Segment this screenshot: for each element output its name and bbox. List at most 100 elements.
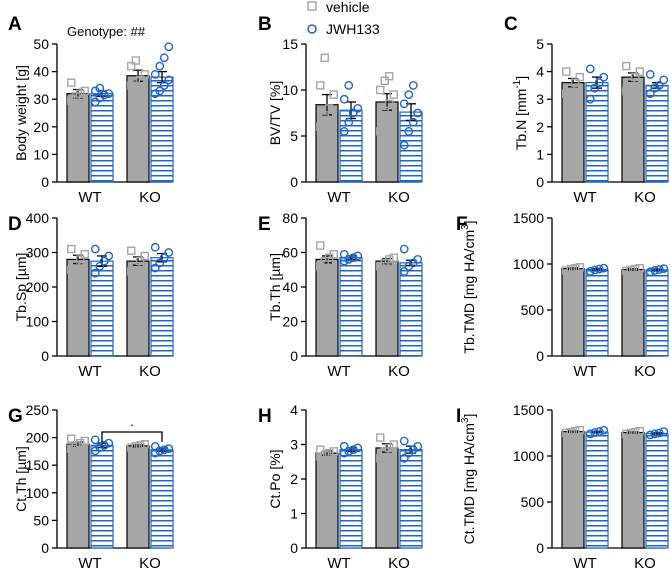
panel-c-point-vehicle [631,72,640,82]
panel-e-y-tick-label: 80 [282,210,298,226]
panel-b-y-tick-label: 0 [290,174,298,190]
panel-g-point-jwh133 [159,445,169,455]
panel-h-y-tick-label: 4 [290,402,298,418]
panel-f-y-axis-title-main: Tb.TMD [mg HA/cm [461,230,477,354]
panel-f: F 0 500 1000 1500 Tb.TMD [mg HA/cm3] WT KO [456,210,669,380]
panel-a-letter: A [8,14,22,35]
panel-a-bar-jwh133-wt [90,93,114,183]
panel-g-y-axis-title: Ct.Th [µm] [13,446,29,512]
panel-d-point-jwh133 [95,261,105,271]
panel-c-y-tick-label: 5 [536,36,544,52]
panel-e-y-axis-title-main: Tb.Th [µm] [267,253,283,321]
panel-b-y-axis-title: BV/TV [%] [267,81,283,146]
panel-d-point-vehicle [80,250,89,259]
panel-d-point-jwh133 [99,256,109,266]
panel-d-point-vehicle [67,244,76,254]
panel-f-point-vehicle [622,266,631,276]
panel-b-point-vehicle [389,90,398,99]
panel-g-y-tick-label: 250 [26,402,50,418]
panel-a-point-jwh133 [150,89,160,99]
panel-g-y-axis-title-main: Ct.Th [µm] [13,446,29,512]
panel-g-point-jwh133 [99,440,109,450]
panel-b-point-jwh133 [344,81,354,90]
panel-i-y-tick-label: 1500 [513,402,544,418]
panel-b-point-vehicle [316,122,325,132]
panel-d-point-jwh133 [150,242,160,252]
panel-b-point-vehicle [329,90,338,99]
panel-e-y-tick-label: 40 [282,279,298,295]
panel-b-point-vehicle [385,99,394,109]
panel-b-y-tick-label: 5 [290,128,298,144]
panel-c-y-tick-label: 2 [536,119,544,135]
panel-h-y-axis-title-main: Ct.Po [%] [267,449,283,508]
panel-i-point-jwh133 [650,429,660,439]
panel-i-point-vehicle [575,426,584,435]
panel-i-y-axis-title-suffix: ] [461,414,477,418]
panel-h-point-vehicle [320,450,329,460]
panel-i-point-jwh133 [594,427,604,437]
panel-d: D 0 100 200 300 400 Tb.Sp [µm] WT KO [8,210,174,380]
panel-g-y-tick-label: 150 [26,457,50,473]
panel-d-point-vehicle [76,255,85,264]
panel-a-point-vehicle [67,78,76,87]
panel-a-bar-jwh133-ko [150,76,174,183]
panel-f-point-jwh133 [650,266,660,275]
panel-h-y-tick-label: 3 [290,437,298,453]
panel-b-point-vehicle [380,108,389,118]
panel-d-point-jwh133 [90,268,100,278]
panel-c-letter: C [504,14,518,35]
panel-b-point-jwh133 [353,104,363,113]
panel-d-point-vehicle [131,262,140,271]
panel-h-category-label: KO [388,555,410,571]
panel-f-y-axis-title: Tb.TMD [mg HA/cm3] [460,220,477,353]
panel-e-point-vehicle [316,262,325,271]
panel-a-bar-vehicle-ko [126,75,150,183]
panel-i-y-axis-title-superscript: 3 [460,417,471,423]
panel-h-point-jwh133 [339,441,349,451]
panel-b-point-vehicle [316,81,325,90]
panel-i-bar-jwh133-wt [585,431,609,549]
panel-a-point-jwh133 [164,42,174,52]
panel-a-point-jwh133 [95,83,105,93]
panel-f-point-jwh133 [594,264,604,274]
panel-f-point-jwh133 [585,266,595,276]
panel-h-point-jwh133 [344,446,354,456]
panel-e-category-label: WT [327,363,350,380]
panel-e-y-tick-label: 20 [282,314,298,330]
panel-h-point-vehicle [389,440,398,449]
panel-i-bar-vehicle-ko [621,431,645,549]
panel-i-point-jwh133 [654,428,664,438]
panel-b-point-vehicle [320,53,329,62]
panel-c-point-jwh133 [590,83,600,93]
panel-g-letter: G [8,406,23,427]
panel-d-point-jwh133 [155,258,165,268]
panel-i-category-label: KO [634,555,656,571]
panel-c-point-vehicle [635,67,644,76]
panel-f-category-label: KO [634,363,656,380]
panel-c-point-jwh133 [594,78,604,88]
panel-b-point-jwh133 [408,81,418,90]
panel-c-point-vehicle [622,86,631,96]
panel-i-point-vehicle [631,427,640,437]
panel-b-point-jwh133 [408,117,418,127]
panel-e-letter: E [258,214,271,235]
panel-f-y-axis-title-superscript: 3 [460,224,471,230]
panel-d-y-tick-label: 400 [26,210,50,226]
panel-e-point-jwh133 [413,254,423,264]
panel-g-point-vehicle [80,436,89,446]
panel-i-point-vehicle [635,426,644,436]
panel-g-bar-jwh133-ko [150,449,174,549]
panel-b-point-vehicle [320,113,329,122]
panel-b-bar-jwh133-wt [339,109,363,183]
panel-f-point-vehicle [631,264,640,274]
panel-i-y-axis-title-main: Ct.TMD [mg HA/cm [461,423,477,544]
panel-b-y-axis-title-main: BV/TV [%] [267,81,283,146]
panel-f-letter: F [456,214,468,235]
legend-jwh133-label: JWH133 [326,21,380,37]
panel-e-point-vehicle [389,253,398,262]
legend-vehicle-label: vehicle [326,0,370,15]
panel-e-point-jwh133 [339,249,349,259]
panel-f-y-axis-title-suffix: ] [461,220,477,224]
panel-f-point-vehicle [562,266,571,275]
